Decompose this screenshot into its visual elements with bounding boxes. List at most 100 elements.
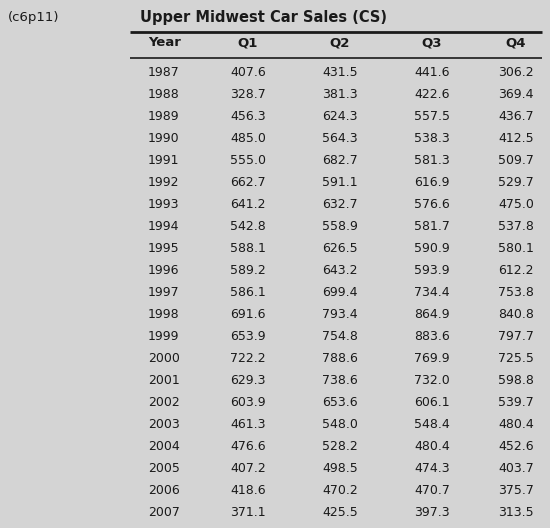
Text: 425.5: 425.5	[322, 506, 358, 519]
Text: 753.8: 753.8	[498, 286, 534, 299]
Text: 793.4: 793.4	[322, 308, 358, 321]
Text: 691.6: 691.6	[230, 308, 266, 321]
Text: 1999: 1999	[148, 330, 179, 343]
Text: 2000: 2000	[148, 352, 180, 365]
Text: 682.7: 682.7	[322, 154, 358, 167]
Text: 1987: 1987	[148, 66, 180, 79]
Text: 381.3: 381.3	[322, 88, 358, 101]
Text: 864.9: 864.9	[414, 308, 450, 321]
Text: (c6p11): (c6p11)	[8, 11, 59, 24]
Text: 313.5: 313.5	[498, 506, 534, 519]
Text: 603.9: 603.9	[230, 396, 266, 409]
Text: 1996: 1996	[148, 264, 179, 277]
Text: 840.8: 840.8	[498, 308, 534, 321]
Text: 371.1: 371.1	[230, 506, 266, 519]
Text: 470.7: 470.7	[414, 484, 450, 497]
Text: 732.0: 732.0	[414, 374, 450, 387]
Text: 616.9: 616.9	[414, 176, 450, 189]
Text: 548.0: 548.0	[322, 418, 358, 431]
Text: 581.3: 581.3	[414, 154, 450, 167]
Text: 590.9: 590.9	[414, 242, 450, 255]
Text: 2007: 2007	[148, 506, 180, 519]
Text: 1994: 1994	[148, 220, 179, 233]
Text: 581.7: 581.7	[414, 220, 450, 233]
Text: 1988: 1988	[148, 88, 180, 101]
Text: 538.3: 538.3	[414, 132, 450, 145]
Text: 476.6: 476.6	[230, 440, 266, 453]
Text: 418.6: 418.6	[230, 484, 266, 497]
Text: 699.4: 699.4	[322, 286, 358, 299]
Text: 456.3: 456.3	[230, 110, 266, 123]
Text: Q2: Q2	[330, 36, 350, 49]
Text: 612.2: 612.2	[498, 264, 534, 277]
Text: 480.4: 480.4	[498, 418, 534, 431]
Text: 2005: 2005	[148, 462, 180, 475]
Text: 474.3: 474.3	[414, 462, 450, 475]
Text: Year: Year	[148, 36, 181, 49]
Text: 498.5: 498.5	[322, 462, 358, 475]
Text: 788.6: 788.6	[322, 352, 358, 365]
Text: 734.4: 734.4	[414, 286, 450, 299]
Text: 431.5: 431.5	[322, 66, 358, 79]
Text: 558.9: 558.9	[322, 220, 358, 233]
Text: 422.6: 422.6	[414, 88, 450, 101]
Text: Q3: Q3	[422, 36, 442, 49]
Text: 586.1: 586.1	[230, 286, 266, 299]
Text: 643.2: 643.2	[322, 264, 358, 277]
Text: 369.4: 369.4	[498, 88, 534, 101]
Text: 580.1: 580.1	[498, 242, 534, 255]
Text: 738.6: 738.6	[322, 374, 358, 387]
Text: Q1: Q1	[238, 36, 258, 49]
Text: Upper Midwest Car Sales (CS): Upper Midwest Car Sales (CS)	[140, 10, 387, 25]
Text: 1993: 1993	[148, 198, 179, 211]
Text: 452.6: 452.6	[498, 440, 534, 453]
Text: 629.3: 629.3	[230, 374, 266, 387]
Text: 2003: 2003	[148, 418, 180, 431]
Text: 797.7: 797.7	[498, 330, 534, 343]
Text: 328.7: 328.7	[230, 88, 266, 101]
Text: 641.2: 641.2	[230, 198, 266, 211]
Text: 528.2: 528.2	[322, 440, 358, 453]
Text: 564.3: 564.3	[322, 132, 358, 145]
Text: 593.9: 593.9	[414, 264, 450, 277]
Text: 509.7: 509.7	[498, 154, 534, 167]
Text: 653.6: 653.6	[322, 396, 358, 409]
Text: 397.3: 397.3	[414, 506, 450, 519]
Text: 470.2: 470.2	[322, 484, 358, 497]
Text: 1989: 1989	[148, 110, 180, 123]
Text: 1998: 1998	[148, 308, 180, 321]
Text: 624.3: 624.3	[322, 110, 358, 123]
Text: 589.2: 589.2	[230, 264, 266, 277]
Text: 557.5: 557.5	[414, 110, 450, 123]
Text: 1997: 1997	[148, 286, 180, 299]
Text: 1990: 1990	[148, 132, 180, 145]
Text: 480.4: 480.4	[414, 440, 450, 453]
Text: 485.0: 485.0	[230, 132, 266, 145]
Text: 626.5: 626.5	[322, 242, 358, 255]
Text: 754.8: 754.8	[322, 330, 358, 343]
Text: 1992: 1992	[148, 176, 179, 189]
Text: 2004: 2004	[148, 440, 180, 453]
Text: 537.8: 537.8	[498, 220, 534, 233]
Text: 598.8: 598.8	[498, 374, 534, 387]
Text: 576.6: 576.6	[414, 198, 450, 211]
Text: 539.7: 539.7	[498, 396, 534, 409]
Text: 588.1: 588.1	[230, 242, 266, 255]
Text: 403.7: 403.7	[498, 462, 534, 475]
Text: 591.1: 591.1	[322, 176, 358, 189]
Text: 653.9: 653.9	[230, 330, 266, 343]
Text: 529.7: 529.7	[498, 176, 534, 189]
Text: Q4: Q4	[506, 36, 526, 49]
Text: 555.0: 555.0	[230, 154, 266, 167]
Text: 441.6: 441.6	[414, 66, 450, 79]
Text: 412.5: 412.5	[498, 132, 534, 145]
Text: 436.7: 436.7	[498, 110, 534, 123]
Text: 722.2: 722.2	[230, 352, 266, 365]
Text: 407.2: 407.2	[230, 462, 266, 475]
Text: 2001: 2001	[148, 374, 180, 387]
Text: 1995: 1995	[148, 242, 180, 255]
Text: 725.5: 725.5	[498, 352, 534, 365]
Text: 769.9: 769.9	[414, 352, 450, 365]
Text: 2002: 2002	[148, 396, 180, 409]
Text: 542.8: 542.8	[230, 220, 266, 233]
